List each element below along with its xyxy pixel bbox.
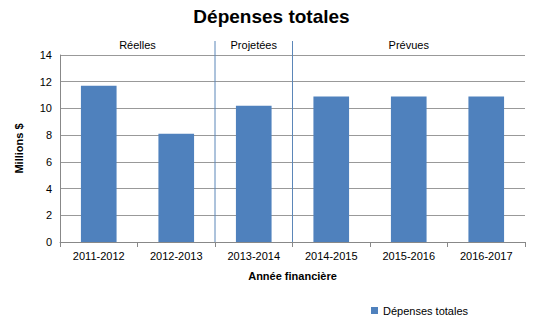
svg-text:14: 14 bbox=[40, 49, 52, 61]
svg-text:2013-2014: 2013-2014 bbox=[227, 250, 280, 262]
svg-text:8: 8 bbox=[46, 129, 52, 141]
svg-text:Réelles: Réelles bbox=[119, 39, 156, 51]
svg-text:Année financière: Année financière bbox=[248, 270, 337, 282]
svg-text:0: 0 bbox=[46, 236, 52, 248]
svg-text:2: 2 bbox=[46, 209, 52, 221]
svg-text:Dépenses totales: Dépenses totales bbox=[383, 305, 468, 317]
svg-text:10: 10 bbox=[40, 102, 52, 114]
svg-text:2014-2015: 2014-2015 bbox=[305, 250, 358, 262]
svg-text:Projetées: Projetées bbox=[231, 39, 278, 51]
svg-text:12: 12 bbox=[40, 76, 52, 88]
svg-text:Dépenses totales: Dépenses totales bbox=[193, 6, 349, 27]
svg-text:2016-2017: 2016-2017 bbox=[460, 250, 513, 262]
svg-text:Prévues: Prévues bbox=[389, 39, 430, 51]
svg-text:4: 4 bbox=[46, 183, 52, 195]
svg-text:2015-2016: 2015-2016 bbox=[382, 250, 435, 262]
svg-text:Millions $: Millions $ bbox=[13, 123, 25, 173]
svg-text:6: 6 bbox=[46, 156, 52, 168]
svg-text:2012-2013: 2012-2013 bbox=[150, 250, 203, 262]
svg-text:2011-2012: 2011-2012 bbox=[73, 250, 125, 262]
